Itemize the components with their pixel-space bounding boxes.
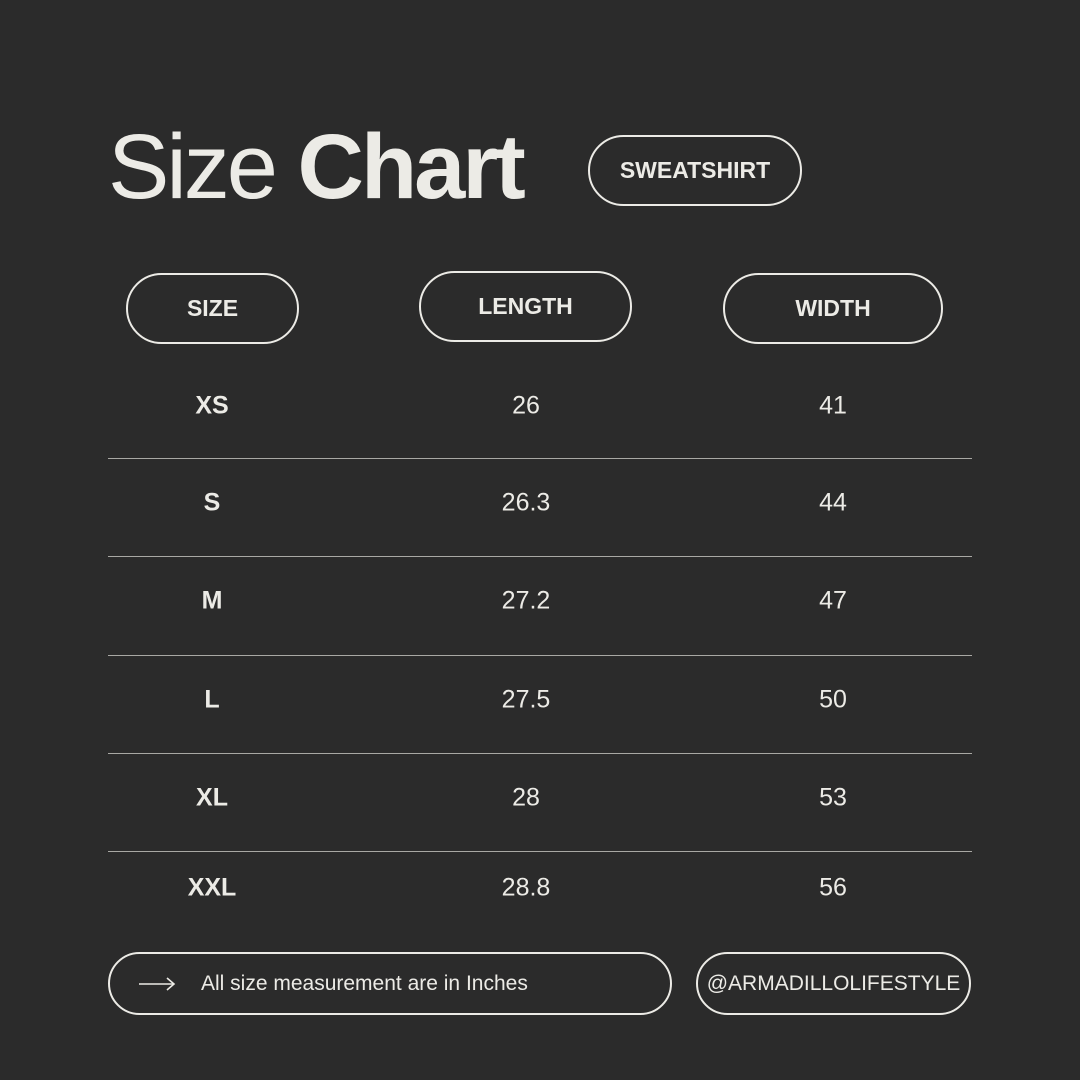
measurement-note: All size measurement are in Inches <box>108 952 672 1015</box>
page-title: Size Chart <box>108 112 526 222</box>
row-divider <box>108 655 972 656</box>
cell-size: XS <box>195 391 229 420</box>
cell-size: M <box>201 586 223 615</box>
product-badge: SWEATSHIRT <box>588 135 802 206</box>
cell-length: 28.8 <box>501 873 551 902</box>
cell-size: XL <box>196 783 228 812</box>
cell-length: 26.3 <box>501 488 551 517</box>
header-width: WIDTH <box>723 273 943 344</box>
header-size: SIZE <box>126 273 299 344</box>
row-divider <box>108 458 972 459</box>
row-divider <box>108 851 972 852</box>
title-light: Size <box>108 116 278 218</box>
cell-length: 27.2 <box>501 586 551 615</box>
cell-width: 50 <box>819 685 847 714</box>
row-divider <box>108 556 972 557</box>
header-length: LENGTH <box>419 271 632 342</box>
cell-width: 44 <box>819 488 847 517</box>
cell-width: 47 <box>819 586 847 615</box>
cell-size: L <box>204 685 220 714</box>
social-handle: @ARMADILLOLIFESTYLE <box>696 952 971 1015</box>
cell-length: 28 <box>512 783 540 812</box>
title-bold: Chart <box>297 116 526 218</box>
row-divider <box>108 753 972 754</box>
cell-length: 27.5 <box>501 685 551 714</box>
cell-size: S <box>203 488 221 517</box>
cell-size: XXL <box>187 873 237 902</box>
cell-width: 53 <box>819 783 847 812</box>
note-text: All size measurement are in Inches <box>201 971 528 995</box>
cell-width: 56 <box>819 873 847 902</box>
arrow-right-icon <box>139 976 176 991</box>
cell-width: 41 <box>819 391 847 420</box>
cell-length: 26 <box>512 391 540 420</box>
